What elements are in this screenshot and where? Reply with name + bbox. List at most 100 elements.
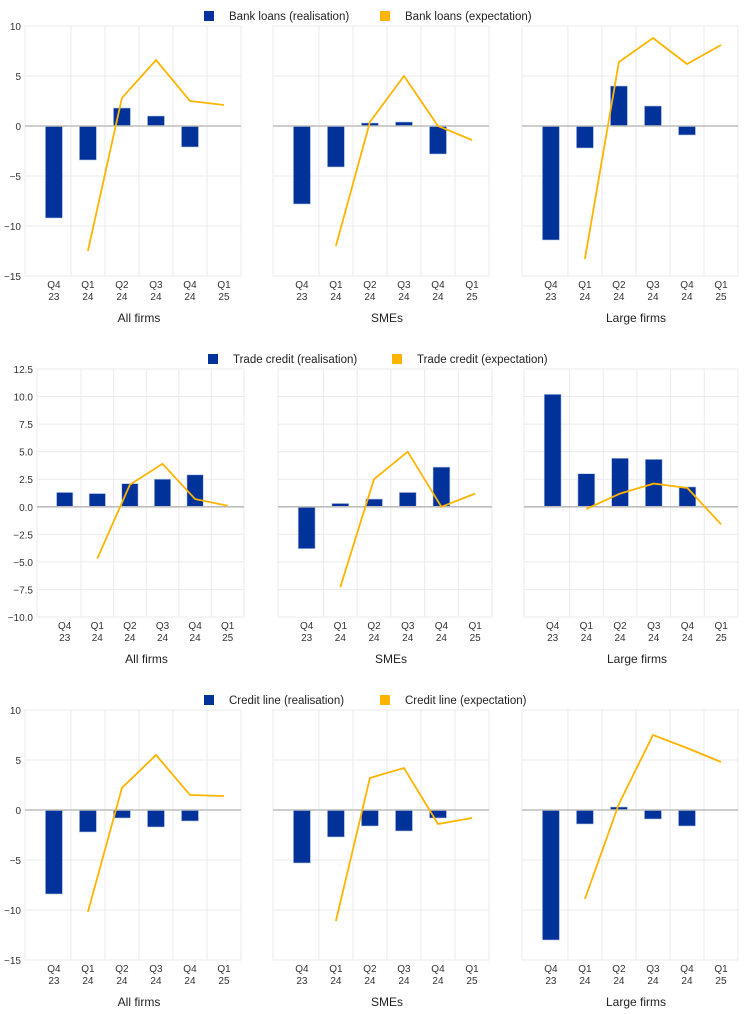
bar-realisation	[542, 809, 560, 941]
x-tick-label-year: 24	[398, 976, 410, 987]
x-tick-label-quarter: Q4	[47, 280, 61, 291]
line-expectation	[87, 58, 225, 252]
x-tick-label-quarter: Q4	[188, 621, 202, 632]
bar-realisation	[79, 125, 97, 161]
y-tick-label: 5	[15, 72, 21, 83]
x-tick-label-year: 24	[648, 633, 660, 644]
panel-title: Large firms	[607, 652, 667, 666]
x-tick-label-year: 24	[368, 633, 380, 644]
bar-realisation	[644, 809, 662, 820]
x-tick-label-year: 24	[613, 976, 625, 987]
x-tick-label-year: 23	[545, 292, 557, 303]
bar-realisation	[644, 105, 662, 127]
x-tick-label-year: 24	[681, 976, 693, 987]
y-tick-label: −7.5	[13, 585, 33, 596]
bar-realisation	[611, 457, 629, 508]
x-tick-label-quarter: Q1	[714, 964, 728, 975]
x-tick-label-year: 24	[398, 292, 410, 303]
bar-realisation	[395, 809, 413, 832]
y-tick-label: −10	[4, 222, 21, 233]
x-tick-label-year: 24	[647, 976, 659, 987]
x-tick-label-quarter: Q2	[363, 280, 377, 291]
bar-realisation	[154, 478, 171, 508]
x-tick-label-quarter: Q4	[681, 621, 695, 632]
line-expectation	[339, 450, 476, 588]
line-expectation	[335, 74, 473, 247]
bar-realisation	[543, 394, 562, 508]
x-tick-label-year: 24	[581, 633, 593, 644]
x-tick-label-year: 24	[184, 292, 196, 303]
y-tick-label: 0.0	[19, 503, 33, 514]
x-tick-label-quarter: Q4	[300, 621, 314, 632]
x-tick-label-quarter: Q4	[295, 964, 309, 975]
x-tick-label-year: 24	[364, 292, 376, 303]
chart-row-credit-line: Credit line (realisation) Credit line (ex…	[4, 695, 739, 1009]
x-tick-label-year: 24	[124, 633, 136, 644]
legend-label-realisation: Bank loans (realisation)	[229, 11, 349, 23]
x-tick-label-quarter: Q1	[465, 280, 479, 291]
y-tick-label: 0	[15, 806, 21, 817]
y-tick-label: 2.5	[19, 475, 33, 486]
x-tick-label-quarter: Q2	[115, 964, 129, 975]
x-tick-label-year: 25	[716, 633, 728, 644]
x-tick-label-quarter: Q3	[646, 280, 660, 291]
bar-realisation	[181, 125, 199, 148]
bar-realisation	[432, 466, 451, 508]
bar-realisation	[147, 115, 165, 127]
y-tick-label: −10.0	[8, 613, 34, 624]
panel-all-firms: 1050−5−10−15Q423Q124Q224Q324Q424Q125All …	[4, 22, 242, 325]
x-tick-label-year: 24	[682, 633, 694, 644]
x-tick-label-year: 24	[82, 976, 94, 987]
x-tick-label-quarter: Q1	[329, 964, 343, 975]
legend-marker-realisation	[204, 695, 214, 705]
x-tick-label-quarter: Q4	[183, 964, 197, 975]
bar-realisation	[678, 125, 696, 136]
legend-marker-expectation	[392, 354, 402, 364]
y-tick-label: 12.5	[14, 365, 34, 376]
x-tick-label-quarter: Q4	[544, 964, 558, 975]
x-tick-label-quarter: Q4	[680, 964, 694, 975]
bar-realisation	[678, 809, 696, 827]
x-tick-label-quarter: Q4	[295, 280, 309, 291]
x-tick-label-year: 24	[681, 292, 693, 303]
panel-title: SMEs	[371, 995, 403, 1009]
x-tick-label-year: 23	[48, 292, 60, 303]
x-tick-label-year: 25	[715, 292, 727, 303]
bar-realisation	[147, 809, 165, 828]
legend-marker-realisation	[208, 354, 218, 364]
x-tick-label-quarter: Q3	[397, 964, 411, 975]
line-expectation	[96, 462, 228, 559]
x-tick-label-year: 24	[579, 292, 591, 303]
x-tick-label-quarter: Q1	[578, 280, 592, 291]
bar-realisation	[327, 125, 345, 168]
bar-realisation	[576, 809, 594, 825]
bar-realisation	[186, 474, 204, 508]
x-tick-label-year: 25	[466, 292, 478, 303]
x-tick-label-quarter: Q3	[647, 621, 661, 632]
x-tick-label-year: 25	[470, 633, 482, 644]
x-tick-label-quarter: Q1	[81, 964, 95, 975]
legend-marker-expectation	[380, 11, 390, 21]
x-tick-label-quarter: Q4	[183, 280, 197, 291]
x-tick-label-quarter: Q4	[431, 964, 445, 975]
x-tick-label-quarter: Q4	[546, 621, 560, 632]
y-tick-label: −15	[4, 272, 21, 283]
bar-realisation	[361, 809, 379, 827]
x-tick-label-year: 25	[222, 633, 234, 644]
x-tick-label-quarter: Q1	[221, 621, 235, 632]
x-tick-label-quarter: Q1	[91, 621, 105, 632]
bar-realisation	[121, 483, 139, 508]
x-tick-label-quarter: Q1	[578, 964, 592, 975]
x-tick-label-year: 24	[92, 633, 104, 644]
legend-label-realisation: Trade credit (realisation)	[233, 354, 357, 366]
x-tick-label-year: 25	[218, 976, 230, 987]
x-tick-label-quarter: Q2	[613, 621, 627, 632]
x-tick-label-year: 24	[150, 292, 162, 303]
x-tick-label-quarter: Q2	[123, 621, 137, 632]
x-tick-label-quarter: Q3	[646, 964, 660, 975]
